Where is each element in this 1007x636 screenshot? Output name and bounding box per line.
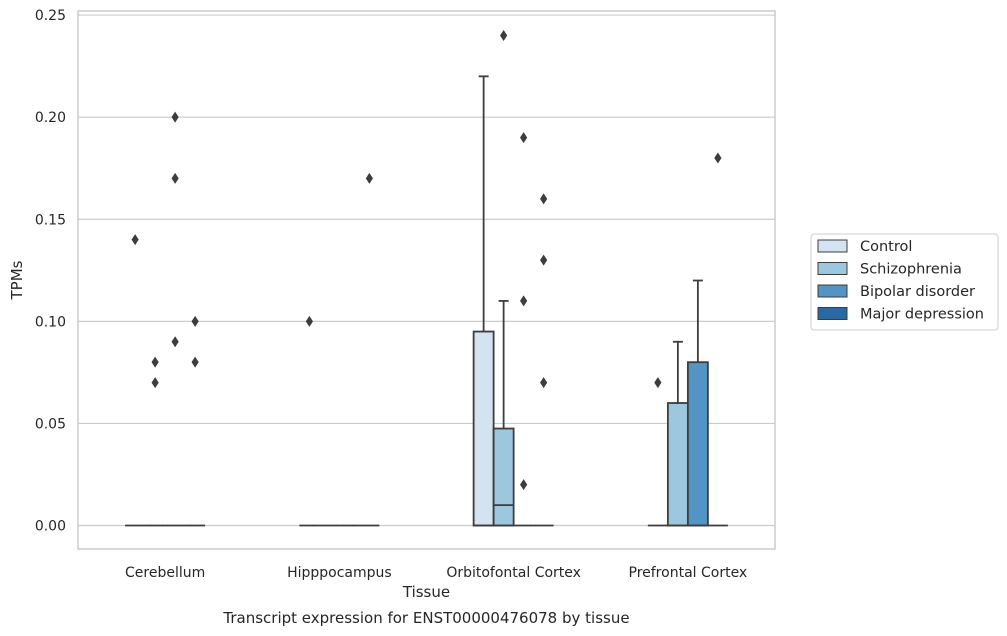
box-rect <box>472 330 495 527</box>
y-axis-label: TPMs <box>8 260 26 300</box>
x-tick-label: Cerebellum <box>125 565 205 581</box>
legend-swatch <box>817 262 848 275</box>
box-0-1 <box>145 356 166 527</box>
outlier-point <box>520 132 528 144</box>
y-tick-label: 0.10 <box>35 314 66 330</box>
box-1-0 <box>299 315 320 527</box>
outlier-point <box>171 172 179 184</box>
x-axis-label: Tissue <box>402 583 450 601</box>
x-tick-label: Prefrontal Cortex <box>629 565 748 581</box>
outlier-point <box>305 315 313 327</box>
x-tick-label: Orbitofontal Cortex <box>446 565 581 581</box>
box-rect <box>666 402 689 527</box>
plot-frame <box>77 10 776 550</box>
box-3-2 <box>686 279 709 527</box>
box-2-3 <box>533 193 554 527</box>
outlier-point <box>540 193 548 205</box>
outlier-point <box>540 377 548 389</box>
legend-item: Control <box>817 239 912 255</box>
box-2-2 <box>513 132 534 527</box>
box-3-0 <box>647 377 668 527</box>
legend-swatch <box>817 284 848 298</box>
box-0-3 <box>185 315 206 527</box>
box-2-1 <box>492 30 515 527</box>
chart-caption: Transcript expression for ENST0000047607… <box>222 609 629 627</box>
box-rect <box>686 361 709 527</box>
box-marks <box>125 30 728 527</box>
y-tick-label: 0.05 <box>35 416 66 432</box>
outlier-point <box>520 479 528 491</box>
outlier-point <box>714 152 722 164</box>
x-tick-labels: Cerebellum Hipppocampus Orbitofontal Corte… <box>125 565 747 581</box>
legend-label: Major depression <box>860 307 984 323</box>
legend-item: Bipolar disorder <box>817 284 975 300</box>
y-tick-label: 0.15 <box>35 212 66 228</box>
outlier-point <box>151 356 159 368</box>
box-2-0 <box>472 75 495 527</box>
outlier-point <box>191 315 199 327</box>
legend-label: Control <box>860 239 912 255</box>
box-0-0 <box>125 234 146 527</box>
outlier-point <box>654 377 662 389</box>
legend-swatch <box>817 239 848 253</box>
legend-item: Schizophrenia <box>817 262 962 278</box>
y-tick-labels: 0.00 0.05 0.10 0.15 0.20 0.25 <box>35 8 66 534</box>
outlier-point <box>365 172 373 184</box>
legend: Control Schizophrenia Bipolar disorder Majo… <box>810 233 999 331</box>
outlier-point <box>520 295 528 307</box>
y-tick-label: 0.20 <box>35 110 66 126</box>
outlier-point <box>500 30 508 42</box>
outlier-point <box>191 356 199 368</box>
box-1-3 <box>359 172 380 527</box>
y-tick-label: 0.25 <box>35 8 66 24</box>
outlier-point <box>151 377 159 389</box>
legend-label: Bipolar disorder <box>860 284 975 300</box>
box-3-1 <box>666 340 689 527</box>
box-0-2 <box>165 111 186 527</box>
outlier-point <box>540 254 548 266</box>
box-3-3 <box>707 152 728 527</box>
outlier-point <box>171 336 179 348</box>
x-tick-label: Hipppocampus <box>287 565 392 581</box>
legend-label: Schizophrenia <box>860 262 962 278</box>
legend-swatch <box>817 307 848 320</box>
legend-box <box>810 233 999 331</box>
box-rect <box>492 427 515 527</box>
legend-item: Major depression <box>817 307 984 323</box>
outlier-point <box>131 234 139 246</box>
outlier-point <box>171 111 179 123</box>
y-tick-label: 0.00 <box>35 519 66 535</box>
